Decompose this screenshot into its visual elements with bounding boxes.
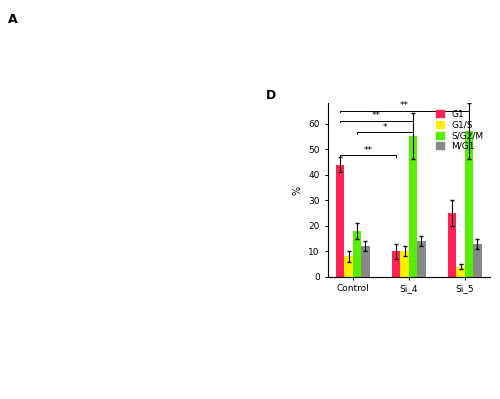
Text: **: ** (372, 111, 381, 120)
Bar (456, 267, 465, 277)
Text: D: D (266, 89, 276, 103)
Text: C: C (163, 14, 172, 26)
Bar (473, 244, 482, 277)
Bar (448, 213, 456, 277)
Bar (392, 251, 400, 277)
Text: **: ** (400, 101, 409, 110)
Text: *: * (382, 123, 387, 132)
Bar (352, 231, 361, 277)
Text: **: ** (364, 146, 372, 155)
Bar (361, 246, 370, 277)
Bar (344, 257, 352, 277)
Bar (400, 251, 408, 277)
Bar (336, 164, 344, 277)
Legend: G1, G1/S, S/G2/M, M/G1: G1, G1/S, S/G2/M, M/G1 (434, 108, 486, 153)
Text: A: A (8, 14, 18, 26)
Y-axis label: %: % (293, 186, 303, 195)
Bar (465, 131, 473, 277)
Bar (417, 241, 426, 277)
Bar (409, 136, 417, 277)
Text: B: B (12, 205, 21, 218)
